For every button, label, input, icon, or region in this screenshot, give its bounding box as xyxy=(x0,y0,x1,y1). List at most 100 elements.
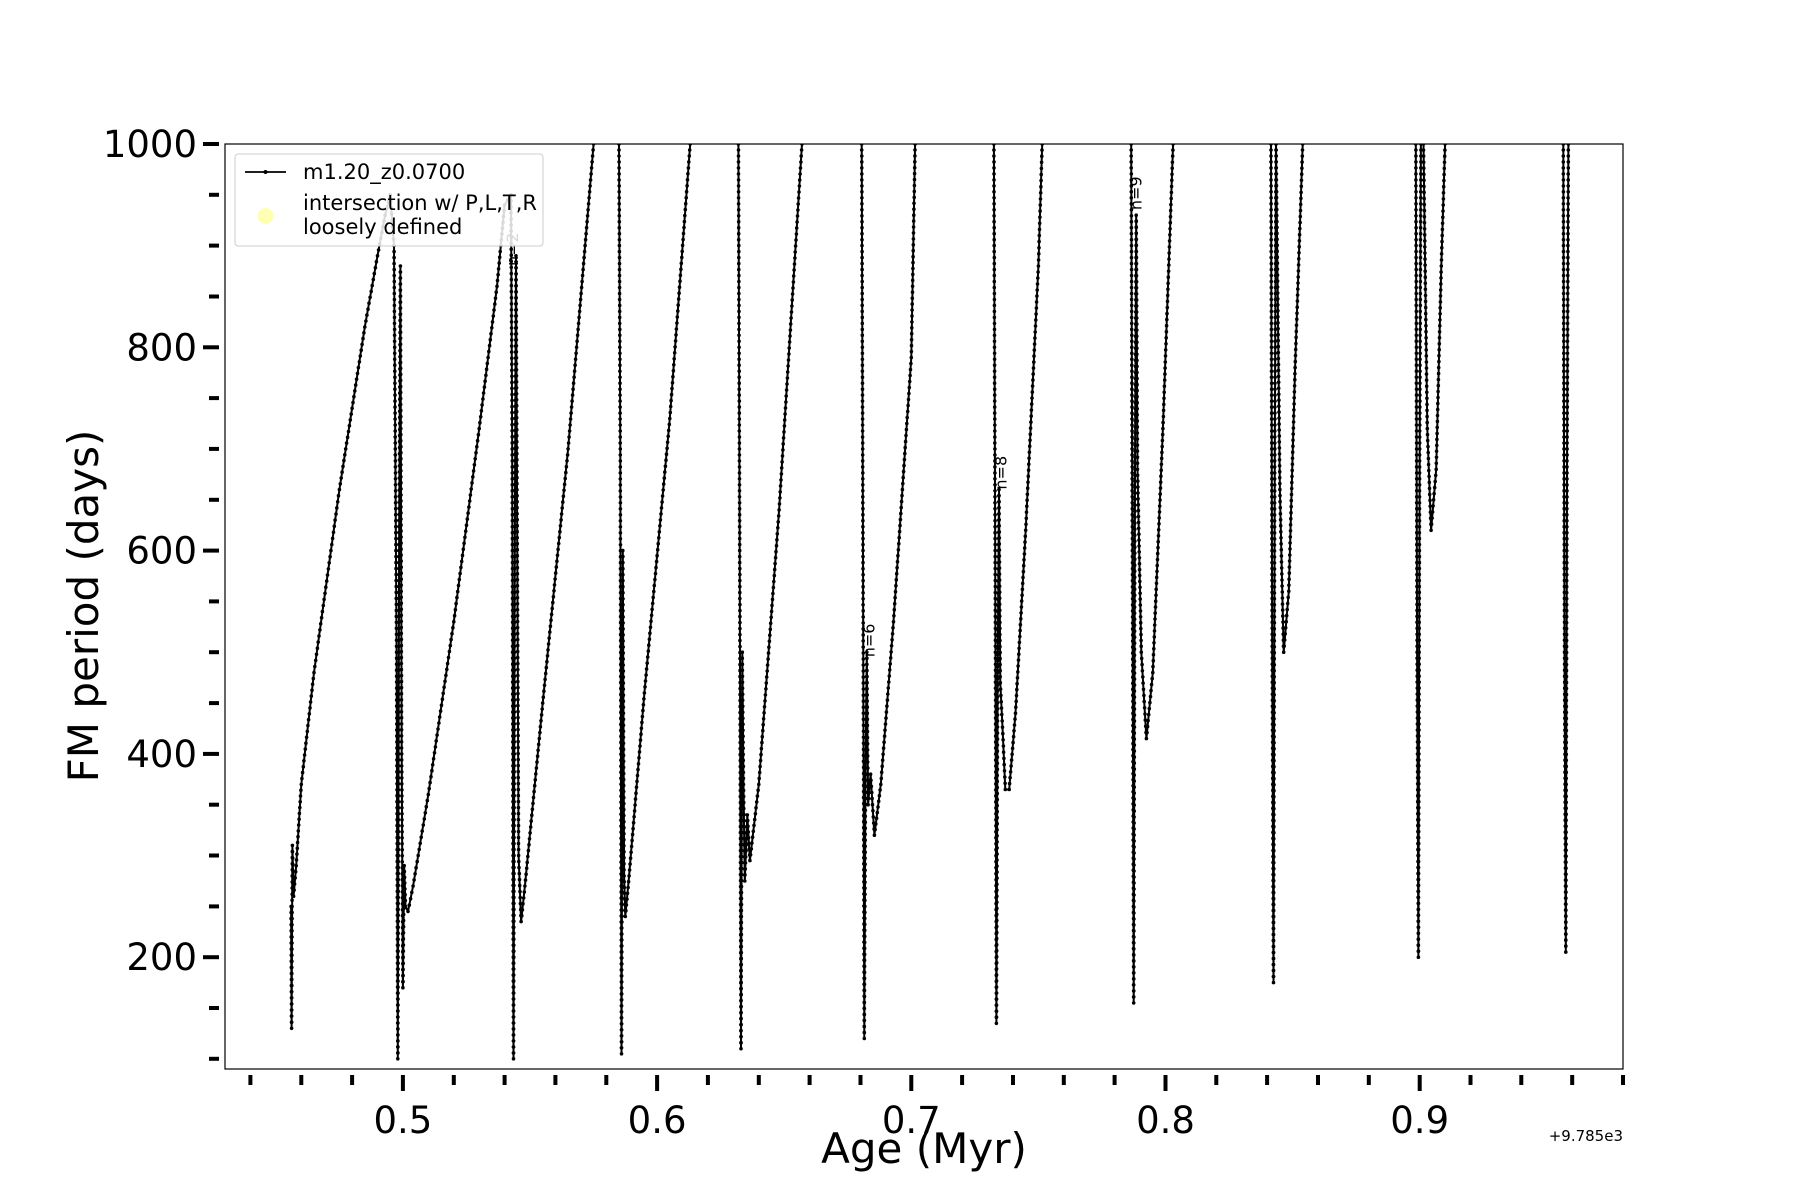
data-point xyxy=(1285,607,1289,612)
data-point xyxy=(909,337,914,342)
data-point xyxy=(399,535,403,539)
data-point xyxy=(399,595,404,600)
data-point xyxy=(510,477,515,481)
data-point xyxy=(1000,725,1005,729)
data-point xyxy=(994,764,998,768)
data-point xyxy=(1132,797,1136,801)
data-point xyxy=(903,445,907,450)
data-point xyxy=(890,632,895,636)
data-point xyxy=(645,655,650,659)
data-point xyxy=(1414,495,1419,499)
data-point xyxy=(392,267,397,272)
data-point xyxy=(1167,251,1171,255)
data-point xyxy=(1292,402,1296,406)
data-point xyxy=(546,642,551,646)
data-point xyxy=(995,888,999,892)
data-point xyxy=(1416,811,1421,816)
data-point xyxy=(1288,523,1293,527)
data-point xyxy=(995,755,1000,759)
data-point xyxy=(1132,749,1137,753)
data-point xyxy=(1436,383,1441,388)
data-point xyxy=(290,856,295,860)
data-point xyxy=(737,495,742,499)
data-point xyxy=(466,511,470,515)
data-point xyxy=(1269,363,1274,368)
data-point xyxy=(396,817,401,822)
data-point xyxy=(622,868,626,872)
data-point xyxy=(736,172,741,176)
data-point xyxy=(631,820,636,825)
data-point xyxy=(1032,360,1036,364)
data-point xyxy=(797,190,801,194)
data-point xyxy=(739,854,744,859)
data-point xyxy=(1439,270,1443,274)
data-point xyxy=(299,782,304,787)
data-point xyxy=(515,517,519,522)
data-point xyxy=(586,202,591,206)
data-point xyxy=(369,289,374,294)
data-point xyxy=(875,810,880,815)
data-point xyxy=(643,679,648,683)
data-point xyxy=(514,338,519,342)
data-point xyxy=(1414,154,1418,158)
data-point xyxy=(623,914,628,919)
data-point xyxy=(542,683,547,688)
data-point xyxy=(393,483,398,487)
data-point xyxy=(778,496,782,500)
data-point xyxy=(1292,390,1297,394)
data-point xyxy=(862,946,867,951)
data-point xyxy=(1434,461,1439,466)
data-point xyxy=(1012,723,1017,727)
data-point xyxy=(899,499,904,504)
data-point xyxy=(1562,399,1566,403)
data-point xyxy=(1277,416,1281,420)
data-point xyxy=(1129,184,1134,188)
data-point xyxy=(622,879,626,884)
data-point xyxy=(739,902,744,907)
data-point xyxy=(1442,178,1446,183)
data-point xyxy=(1037,221,1042,226)
data-point xyxy=(447,649,452,654)
data-point xyxy=(995,701,1000,705)
data-point xyxy=(1565,537,1569,541)
data-point xyxy=(1130,524,1135,529)
data-point xyxy=(497,261,502,265)
data-point xyxy=(398,360,403,365)
data-point xyxy=(399,643,404,648)
data-point xyxy=(427,786,432,791)
data-point xyxy=(863,922,867,927)
data-point xyxy=(993,542,997,547)
data-point xyxy=(1272,866,1276,871)
data-point xyxy=(796,202,800,206)
data-point xyxy=(779,466,784,470)
data-point xyxy=(1562,345,1566,350)
data-point xyxy=(1564,926,1568,930)
data-point xyxy=(1417,489,1422,493)
data-point xyxy=(1561,160,1566,164)
data-point xyxy=(1132,653,1137,657)
data-point xyxy=(863,898,867,903)
data-point xyxy=(1417,650,1421,654)
data-point xyxy=(472,463,477,467)
data-point xyxy=(1417,542,1422,547)
data-point xyxy=(1564,650,1569,655)
data-point xyxy=(1029,402,1034,406)
data-point xyxy=(646,649,651,653)
data-point xyxy=(315,646,320,650)
data-point xyxy=(509,332,514,336)
data-point xyxy=(1273,351,1277,356)
data-point xyxy=(1564,758,1569,763)
data-point xyxy=(398,390,403,395)
data-point xyxy=(908,367,913,372)
data-point xyxy=(515,637,520,642)
data-point xyxy=(550,606,554,611)
data-point xyxy=(392,321,397,326)
data-point xyxy=(512,865,516,870)
data-point xyxy=(739,944,744,949)
data-point xyxy=(1297,232,1302,237)
data-point xyxy=(997,548,1002,552)
data-point xyxy=(1132,605,1137,609)
data-point xyxy=(516,841,521,846)
data-point xyxy=(515,427,519,432)
data-point xyxy=(517,865,521,870)
